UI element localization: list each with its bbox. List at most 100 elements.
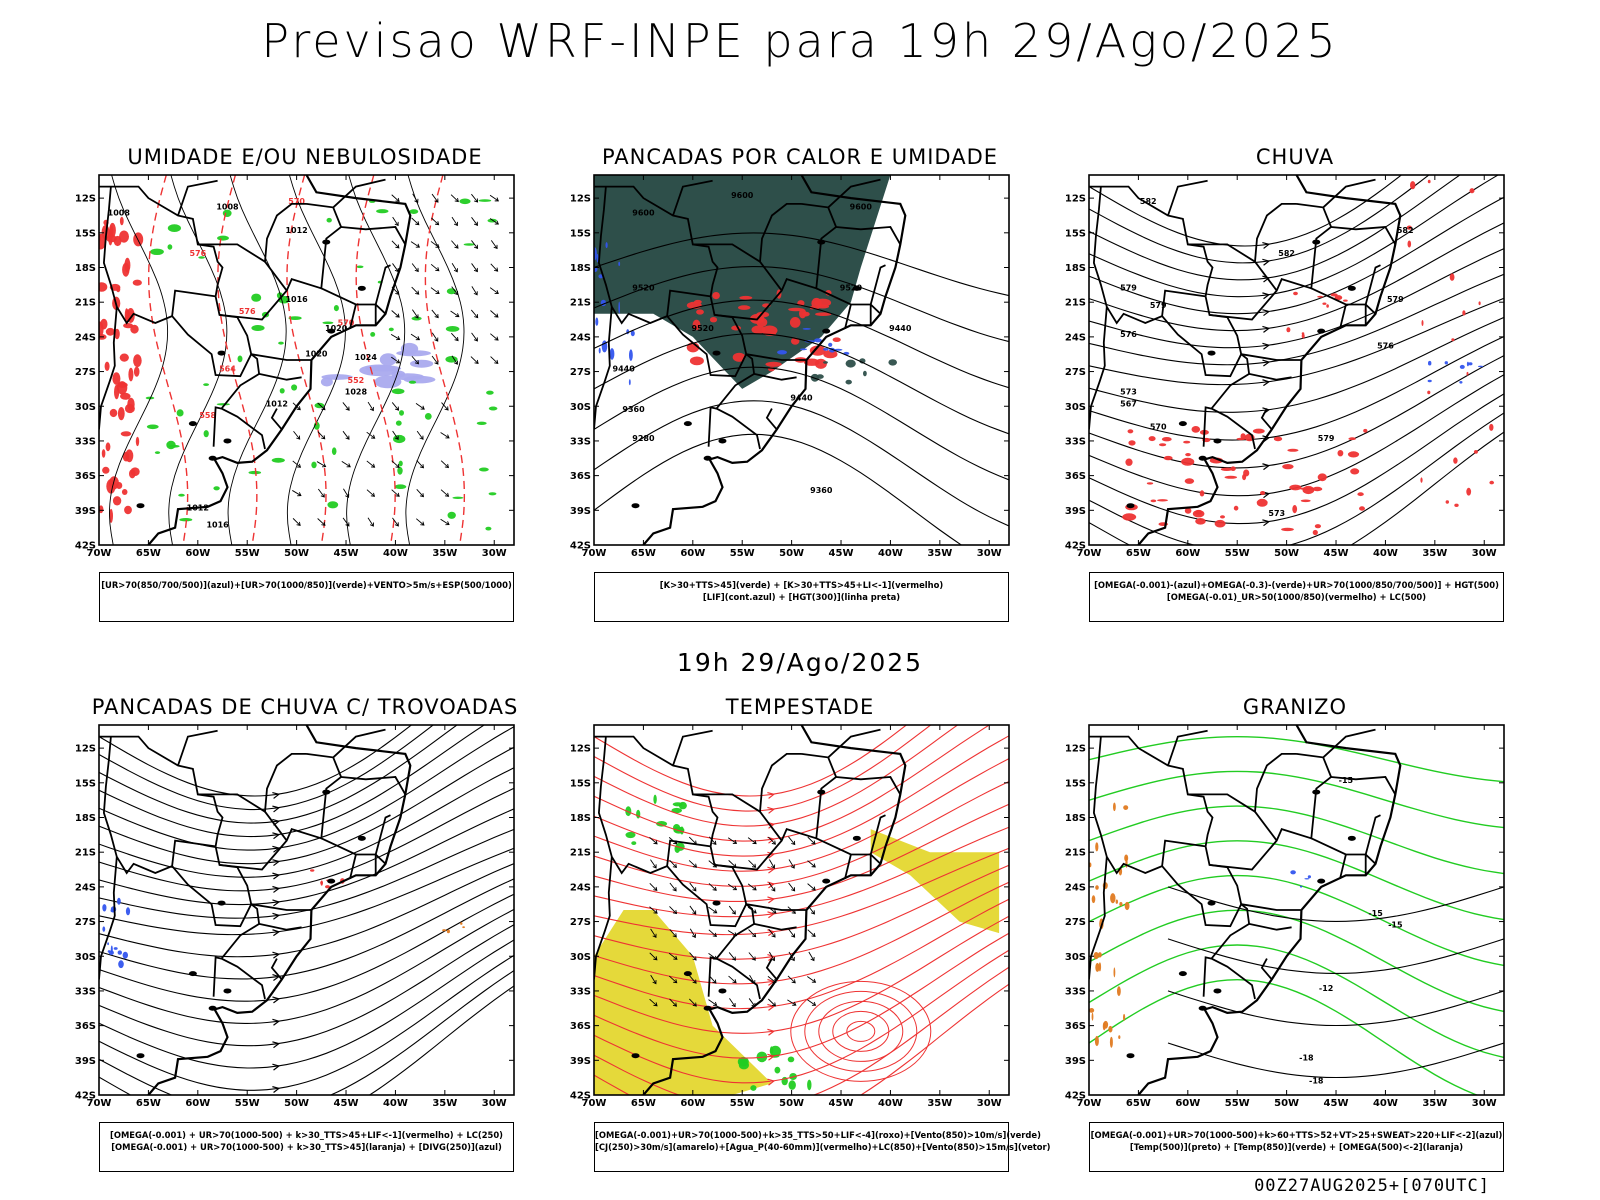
contour-label: 570 <box>1150 422 1167 431</box>
wind-vector <box>441 402 449 411</box>
lat-tick-label: 24S <box>75 882 96 893</box>
lif-contour-blue <box>629 349 633 361</box>
wind850-green-area <box>788 1080 796 1090</box>
wind-vector <box>366 489 376 497</box>
omega-orange-area <box>1094 1035 1099 1047</box>
convective-area-teal <box>594 175 891 389</box>
streamline <box>99 767 514 878</box>
thickness-line <box>147 175 189 545</box>
lake <box>1126 503 1135 509</box>
contour-label: 1024 <box>355 353 378 362</box>
streamline-arrow <box>767 1053 776 1061</box>
lon-tick-label: 45W <box>829 1098 854 1109</box>
wind-vector <box>471 332 478 342</box>
lat-tick-label: 15S <box>1065 778 1086 789</box>
map-frame <box>593 724 1010 1096</box>
wind-vector <box>411 217 420 226</box>
divergence-blue-area <box>107 942 109 946</box>
humidity-red-area <box>135 436 140 447</box>
coastline <box>1137 175 1402 545</box>
political-border <box>759 203 802 292</box>
humidity-blue-area <box>379 353 397 366</box>
lon-tick-label: 60W <box>185 1098 210 1109</box>
wind-vector <box>292 460 302 468</box>
convective-area-red <box>692 319 701 331</box>
lat-tick-label: 27S <box>570 917 591 928</box>
omega-orange-area <box>1095 885 1099 890</box>
streamline-arrow <box>767 954 776 961</box>
wind-vector <box>293 430 301 440</box>
lon-tick-label: 70W <box>1077 548 1102 559</box>
convective-area-teal <box>845 379 852 385</box>
wind-vector <box>450 194 459 203</box>
political-border <box>836 776 902 795</box>
rain-red-area <box>1469 188 1475 194</box>
contour-label: 576 <box>189 249 206 258</box>
contour-label: -12 <box>1319 984 1333 993</box>
wind-vector <box>410 333 421 341</box>
temp850-contour <box>1089 978 1479 1095</box>
political-border <box>1364 814 1381 876</box>
lon-tick-label: 65W <box>136 1098 161 1109</box>
political-border <box>594 735 719 847</box>
lif-contour-blue <box>618 301 620 314</box>
wind-vector <box>342 402 350 411</box>
streamline-arrow <box>1262 258 1271 266</box>
divergence-blue-area <box>125 907 131 916</box>
rain-red-area <box>1192 510 1205 518</box>
contour-label: 9520 <box>840 284 863 293</box>
rain-red-area <box>1191 426 1201 433</box>
humidity-red-area <box>114 328 120 340</box>
lon-tick-label: 45W <box>334 548 359 559</box>
data-layer <box>594 725 1009 1095</box>
coastline <box>642 725 907 1095</box>
lat-tick-label: 12S <box>570 194 591 205</box>
wind-vector <box>416 430 424 440</box>
humidity-green-area <box>447 511 456 519</box>
hgt-contour <box>594 232 1009 297</box>
wind-vector <box>416 488 425 498</box>
rain-red-area <box>1350 468 1360 475</box>
contour-label: 579 <box>1318 434 1335 443</box>
streamline-arrow <box>1262 342 1271 350</box>
political-border <box>251 903 311 911</box>
temp850-contour <box>1089 944 1504 1059</box>
lake <box>683 421 692 427</box>
wind-vector <box>440 432 450 439</box>
rain-red-area <box>1256 498 1268 507</box>
political-border <box>332 178 386 209</box>
panel-legend: [OMEGA(-0.001)+UR>70(1000-500)+k>35_TTS>… <box>594 1122 1051 1172</box>
humidity-green-area <box>459 198 471 205</box>
convective-area-red <box>739 295 753 300</box>
wind-vector <box>440 460 450 469</box>
wind-vector <box>489 287 499 295</box>
humidity-green-area <box>485 526 492 531</box>
wind-vector <box>689 998 697 1007</box>
lake <box>217 900 226 906</box>
political-border <box>1167 179 1208 216</box>
thunderstorm-red-area <box>325 885 330 889</box>
divergence-blue-area <box>102 926 106 932</box>
lake <box>223 988 232 994</box>
humidity-green-area <box>154 451 161 454</box>
omega-orange-area <box>1118 1035 1121 1039</box>
divergence-blue-area <box>122 951 128 959</box>
rain-red-area <box>1322 302 1327 305</box>
wind-vector <box>415 403 425 410</box>
thickness-line <box>217 175 258 545</box>
geography <box>594 175 907 545</box>
political-border <box>264 753 307 842</box>
wind-vector <box>727 837 738 844</box>
streamline-arrow <box>767 851 776 859</box>
wind-vector <box>807 999 817 1006</box>
lat-tick-label: 30S <box>1065 402 1086 413</box>
geography <box>99 175 412 545</box>
thunderstorm-red-area <box>310 869 315 872</box>
streamline <box>99 970 514 1095</box>
hgt-contour <box>594 433 963 545</box>
lon-tick-label: 30W <box>1472 1098 1497 1109</box>
humidity-green-area <box>251 325 265 331</box>
political-border <box>759 753 802 842</box>
contour-label: 576 <box>1377 341 1394 350</box>
